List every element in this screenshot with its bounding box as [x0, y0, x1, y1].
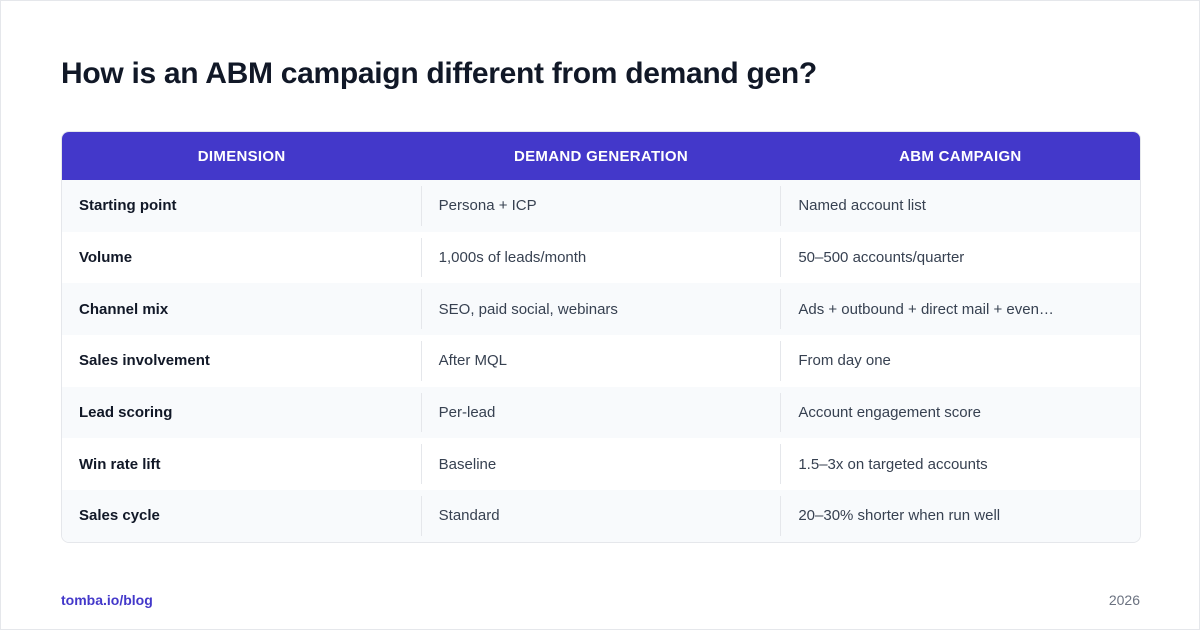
- table-cell: Channel mix: [79, 300, 169, 318]
- table-cell: Standard: [420, 496, 781, 536]
- table-cell: Ads + outbound + direct mail + even…: [780, 289, 1140, 330]
- table-cell: Win rate lift: [79, 455, 161, 473]
- table-cell: Starting point: [79, 197, 177, 215]
- table-cell: Baseline: [420, 444, 781, 485]
- title: How is an ABM campaign different from de…: [61, 57, 817, 90]
- column-header: DIMENSION: [197, 147, 286, 165]
- table-cell: Volume: [79, 249, 133, 267]
- column-header: ABM CAMPAIGN: [899, 147, 1022, 165]
- column-header: DEMAND GENERATION: [513, 147, 688, 165]
- header-row: DIMENSION DEMAND GENERATION ABM CAMPAIGN: [62, 132, 1140, 180]
- table-cell: Lead scoring: [79, 404, 173, 422]
- table-cell: SEO, paid social, webinars: [420, 289, 781, 330]
- table-row: Starting point Persona + ICP Named account…: [62, 180, 1140, 232]
- year: 2026: [1108, 592, 1140, 608]
- comparison-table: DIMENSION DEMAND GENERATION ABM CAMPAIGN St…: [61, 131, 1141, 543]
- table-cell: After MQL: [420, 341, 781, 381]
- table-cell: Persona + ICP: [420, 186, 781, 226]
- table-cell: Per-lead: [420, 392, 781, 433]
- table-row: Lead scoring Per-lead Account engagement s…: [62, 386, 1140, 439]
- table-row: Win rate lift Baseline 1.5–3x on targeted …: [62, 438, 1140, 490]
- table-row: Channel mix SEO, paid social, webinars Ads…: [62, 283, 1140, 336]
- table-cell: Sales cycle: [79, 507, 160, 525]
- table-cell: From day one: [780, 341, 1140, 381]
- table-cell: 50–500 accounts/quarter: [780, 237, 1140, 278]
- source-link[interactable]: tomba.io/blog: [61, 592, 153, 608]
- table-cell: Sales involvement: [79, 352, 210, 370]
- table-row: Sales involvement After MQL From day one: [62, 335, 1140, 387]
- table-cell: Account engagement score: [780, 392, 1140, 433]
- table-cell: Named account list: [780, 186, 1140, 226]
- table-cell: 20–30% shorter when run well: [780, 496, 1140, 536]
- table-body: Starting point Persona + ICP Named account…: [62, 180, 1140, 542]
- table-row: Volume 1,000s of leads/month 50–500 accoun…: [62, 232, 1140, 284]
- table-row: Sales cycle Standard 20–30% shorter when r…: [62, 490, 1140, 542]
- table-cell: 1.5–3x on targeted accounts: [780, 444, 1140, 485]
- table-cell: 1,000s of leads/month: [420, 237, 781, 278]
